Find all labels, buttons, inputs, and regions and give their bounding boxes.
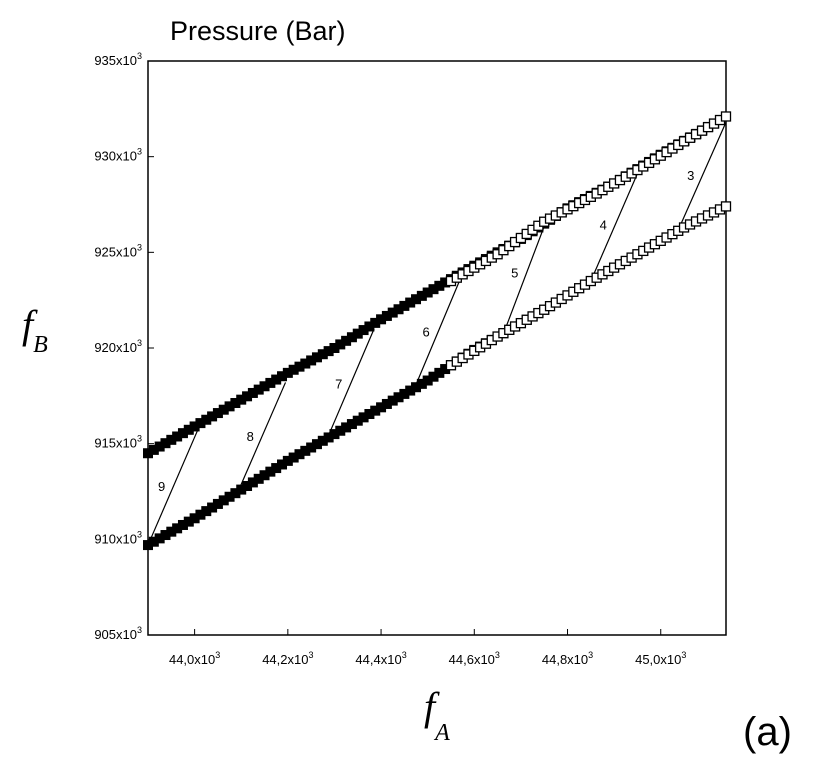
isoline-label-9: 9 — [158, 479, 165, 494]
isoline-label-7: 7 — [335, 376, 342, 391]
plot-area-frame — [147, 60, 727, 636]
x-axis: 44,0x103 44,2x103 44,4x103 44,6x103 44,8x103… — [169, 629, 686, 667]
x-tick-label: 44,6x103 — [449, 650, 500, 667]
isoline-6 — [413, 273, 464, 391]
isoline-label-5: 5 — [511, 265, 518, 280]
isoline-label-8: 8 — [247, 429, 254, 444]
isoline-5 — [504, 213, 550, 331]
y-tick-label: 915x103 — [94, 434, 142, 451]
isoline-4 — [590, 167, 641, 282]
isoline-8 — [238, 382, 287, 490]
x-tick-label: 45,0x103 — [635, 650, 686, 667]
x-tick-label: 44,4x103 — [355, 650, 406, 667]
y-tick-label: 920x103 — [94, 338, 142, 355]
y-tick-label: 930x103 — [94, 147, 142, 164]
y-axis: 905x103 910x103 915x103 920x103 925x103 930x1… — [94, 51, 154, 642]
panel-label: (a) — [743, 710, 792, 754]
isoline-9 — [147, 426, 200, 546]
isoline-label-3: 3 — [687, 168, 694, 183]
x-tick-label: 44,8x103 — [542, 650, 593, 667]
x-tick-label: 44,0x103 — [169, 650, 220, 667]
markers-group — [143, 111, 732, 551]
y-axis-title: fB — [22, 302, 48, 358]
y-tick-label: 935x103 — [94, 51, 142, 68]
y-tick-label: 905x103 — [94, 625, 142, 642]
isoline-7 — [326, 328, 375, 439]
x-axis-title: fA — [424, 684, 450, 746]
isolines-group: 3 4 5 6 7 8 9 — [147, 121, 727, 546]
y-tick-label: 925x103 — [94, 242, 142, 259]
y-tick-label: 910x103 — [94, 529, 142, 546]
chart-title: Pressure (Bar) — [170, 16, 346, 46]
x-tick-label: 44,2x103 — [262, 650, 313, 667]
isoline-label-4: 4 — [600, 218, 607, 233]
open-square-marker — [720, 111, 732, 122]
open-square-marker — [720, 201, 732, 212]
isoline-label-6: 6 — [423, 325, 430, 340]
series-lines-group — [147, 115, 727, 547]
isoline-3 — [678, 121, 727, 228]
